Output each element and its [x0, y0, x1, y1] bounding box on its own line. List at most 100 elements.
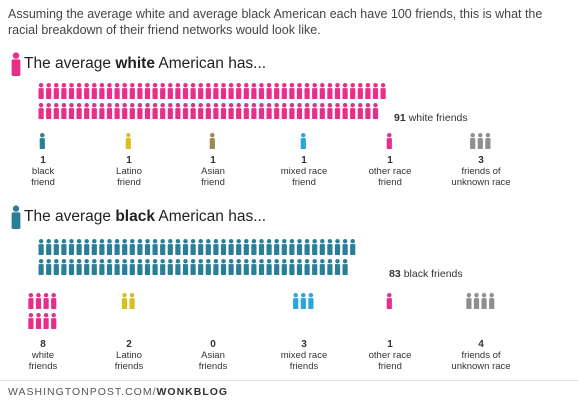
person-icon-body	[293, 298, 299, 309]
person-icon-head	[183, 259, 188, 264]
white-friend-icon	[137, 103, 143, 119]
person-icon-body	[51, 318, 57, 329]
white-friend-icon	[372, 103, 379, 119]
black-section-white-friend-icon	[43, 293, 49, 309]
black-friend-icon	[68, 239, 75, 255]
category-count: 1	[387, 339, 393, 350]
white-friend-icon	[205, 83, 211, 99]
heading-suffix: American has...	[154, 55, 267, 72]
person-icon-head	[289, 83, 295, 88]
person-icon-body	[236, 108, 242, 119]
category-label: friends of	[461, 350, 501, 361]
person-icon-body	[190, 88, 196, 99]
person-icon-head	[206, 259, 211, 264]
person-icon-head	[168, 83, 173, 88]
person-icon-body	[213, 244, 219, 255]
black-friend-icon	[327, 239, 333, 255]
category-count: 1	[210, 155, 216, 166]
person-icon-head	[210, 133, 215, 138]
person-icon-body	[327, 108, 333, 119]
person-icon-body	[319, 108, 325, 119]
person-icon-head	[358, 83, 363, 88]
person-icon-body	[53, 244, 59, 255]
person-icon-head	[293, 293, 298, 298]
person-icon-head	[312, 103, 317, 108]
person-icon-head	[327, 83, 333, 88]
category-count: 3	[478, 155, 484, 166]
black-friend-icon	[220, 239, 227, 255]
person-icon-body	[296, 88, 303, 99]
person-icon-body	[53, 264, 59, 275]
person-icon-head	[122, 259, 127, 264]
person-icon-body	[28, 318, 34, 329]
person-icon-body	[365, 88, 371, 99]
person-icon-body	[91, 88, 97, 99]
person-icon-head	[168, 239, 173, 244]
person-icon-head	[137, 103, 143, 108]
person-icon-head	[122, 239, 127, 244]
person-icon-head	[350, 83, 355, 88]
person-icon-body	[35, 318, 42, 329]
black-section-unknown-friend-icon	[489, 293, 495, 309]
person-icon-head	[76, 83, 82, 88]
category-label: friend	[292, 177, 316, 188]
black-section-white-friend-icon	[35, 293, 42, 309]
white-friend-icon	[46, 83, 52, 99]
person-icon-head	[244, 103, 249, 108]
person-icon-head	[228, 259, 234, 264]
person-icon-body	[99, 88, 105, 99]
white-friend-icon	[84, 83, 90, 99]
person-icon-head	[38, 239, 44, 244]
person-icon-head	[92, 103, 97, 108]
person-icon-body	[160, 88, 166, 99]
person-icon-body	[160, 108, 166, 119]
person-icon-head	[251, 259, 257, 264]
person-icon-body	[274, 264, 280, 275]
white-friend-icon	[213, 83, 219, 99]
person-icon-head	[251, 83, 257, 88]
person-icon-body	[28, 298, 34, 309]
person-icon-body	[121, 298, 128, 309]
white-friend-icon	[334, 103, 341, 119]
person-icon-body	[114, 244, 120, 255]
black-friend-icon	[91, 239, 97, 255]
person-icon-body	[106, 244, 113, 255]
person-icon-body	[175, 244, 181, 255]
black-friend-icon	[220, 259, 227, 275]
black-friend-icon	[205, 239, 211, 255]
black-section-white-friend-icon	[28, 293, 34, 309]
white-friend-icon	[296, 83, 303, 99]
person-icon-body	[258, 88, 265, 99]
white-section-asian-friend-icon	[209, 133, 215, 149]
white-friend-icon	[236, 83, 242, 99]
person-icon-head	[12, 205, 20, 212]
person-icon-body	[251, 264, 257, 275]
black-section-category-mixed: 3 mixed race friends	[264, 339, 344, 372]
person-icon-body	[99, 264, 105, 275]
white-friend-icon	[266, 103, 272, 119]
black-friend-icon	[228, 239, 234, 255]
person-icon-body	[296, 264, 303, 275]
white-section-category-black: 1 black friend	[3, 155, 83, 188]
person-icon-body	[198, 108, 204, 119]
total-text: black friends	[403, 268, 463, 280]
black-friend-icon	[182, 259, 189, 275]
person-icon-head	[221, 239, 226, 244]
person-icon-body	[489, 298, 495, 309]
black-friend-icon	[129, 259, 135, 275]
person-icon-body	[91, 108, 97, 119]
person-icon-body	[46, 108, 52, 119]
white-section-category-other: 1 other race friend	[350, 155, 430, 188]
black-section-category-white: 8 white friends	[3, 339, 83, 372]
person-icon-body	[182, 264, 189, 275]
person-icon-head	[84, 259, 89, 264]
person-icon-body	[312, 264, 318, 275]
person-icon-body	[122, 108, 128, 119]
person-icon-head	[76, 259, 82, 264]
person-icon-head	[122, 293, 127, 298]
category-label: friend	[378, 361, 402, 372]
white-section-unknown-friend-icon	[485, 133, 491, 149]
person-icon-head	[282, 83, 287, 88]
